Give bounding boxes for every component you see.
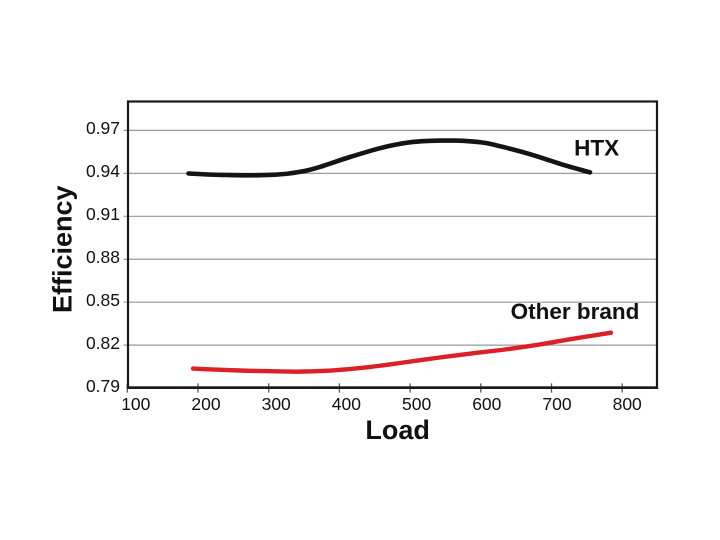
- svg-text:0.82: 0.82: [86, 333, 120, 353]
- svg-text:0.79: 0.79: [86, 376, 120, 396]
- svg-text:100: 100: [121, 394, 150, 414]
- svg-text:Other brand: Other brand: [511, 299, 640, 324]
- svg-text:0.91: 0.91: [86, 204, 120, 224]
- svg-text:700: 700: [542, 394, 571, 414]
- svg-text:0.85: 0.85: [86, 290, 120, 310]
- svg-text:500: 500: [402, 394, 431, 414]
- svg-text:0.88: 0.88: [86, 247, 120, 267]
- svg-text:400: 400: [332, 394, 361, 414]
- svg-text:HTX: HTX: [574, 135, 619, 160]
- svg-text:Efficiency: Efficiency: [48, 185, 78, 313]
- svg-text:0.94: 0.94: [86, 161, 120, 181]
- svg-text:Load: Load: [365, 415, 430, 445]
- svg-text:0.97: 0.97: [86, 118, 120, 138]
- svg-text:300: 300: [262, 394, 291, 414]
- svg-text:200: 200: [191, 394, 220, 414]
- svg-text:600: 600: [472, 394, 501, 414]
- svg-text:800: 800: [613, 394, 642, 414]
